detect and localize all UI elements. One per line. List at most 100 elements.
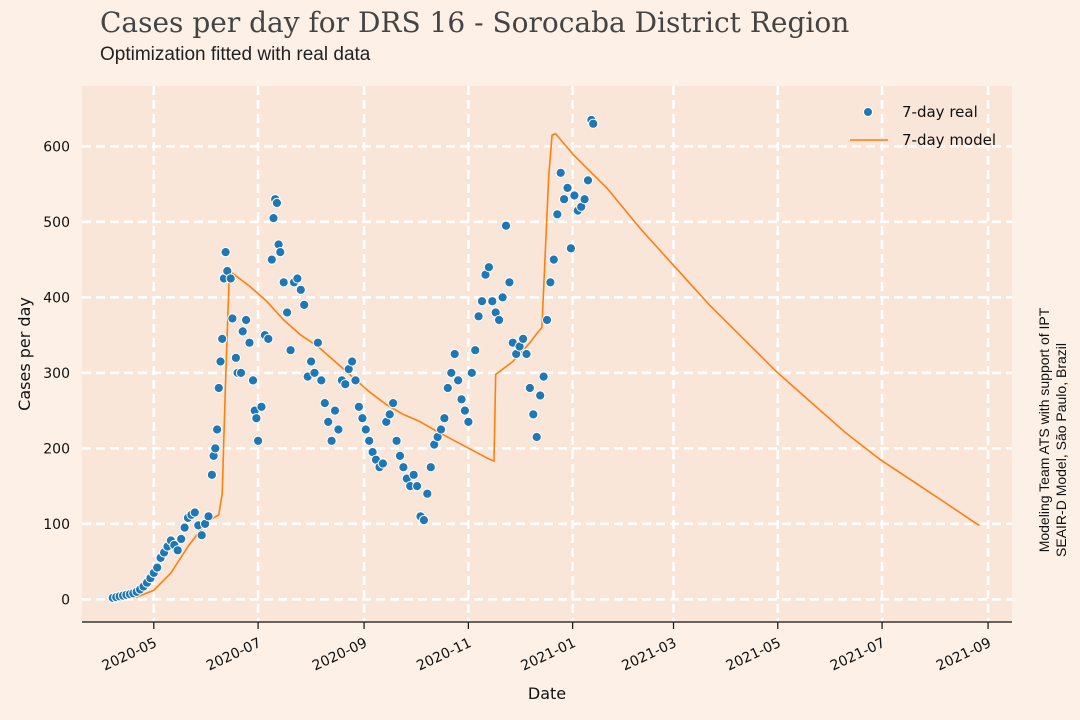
real-data-point bbox=[555, 167, 566, 178]
real-data-point bbox=[470, 345, 481, 356]
y-axis-label: Cases per day bbox=[15, 297, 34, 411]
x-axis-label: Date bbox=[528, 684, 566, 703]
real-data-point bbox=[292, 273, 303, 284]
real-data-point bbox=[312, 337, 323, 348]
real-data-point bbox=[326, 435, 337, 446]
real-data-point bbox=[227, 313, 238, 324]
real-data-point bbox=[524, 382, 536, 394]
real-data-point bbox=[384, 409, 395, 420]
real-data-point bbox=[244, 337, 255, 348]
real-data-point bbox=[408, 469, 419, 480]
real-data-point bbox=[476, 296, 488, 307]
real-data-point bbox=[256, 401, 267, 412]
credit-line-2: SEAIR-D Model, São Paulo, Brazil bbox=[1053, 343, 1069, 557]
legend-model-label: 7-day model bbox=[902, 131, 996, 149]
real-data-point bbox=[360, 424, 371, 435]
real-data-point bbox=[172, 545, 183, 556]
y-tick-label: 600 bbox=[43, 139, 70, 155]
real-data-point bbox=[487, 296, 498, 307]
real-data-point bbox=[203, 511, 214, 522]
real-data-point bbox=[340, 379, 351, 390]
real-data-point bbox=[538, 371, 549, 382]
real-data-point bbox=[446, 367, 457, 378]
real-data-point bbox=[176, 533, 187, 545]
real-data-point bbox=[483, 262, 494, 273]
real-data-point bbox=[357, 413, 368, 424]
real-points-layer bbox=[107, 114, 599, 603]
real-data-point bbox=[463, 416, 474, 427]
y-tick-label: 0 bbox=[61, 592, 70, 608]
real-data-point bbox=[152, 562, 163, 573]
real-data-point bbox=[588, 118, 599, 129]
real-data-point bbox=[241, 314, 252, 326]
real-data-point bbox=[535, 390, 546, 401]
y-tick-label: 200 bbox=[43, 441, 70, 457]
real-data-point bbox=[353, 401, 364, 412]
real-data-point bbox=[306, 356, 317, 367]
y-tick-label: 500 bbox=[43, 215, 70, 231]
real-data-point bbox=[206, 469, 217, 480]
real-data-point bbox=[569, 190, 580, 201]
y-tick-label: 400 bbox=[43, 290, 70, 306]
real-data-point bbox=[565, 243, 577, 254]
real-data-point bbox=[391, 435, 402, 446]
real-data-point bbox=[500, 220, 512, 231]
real-data-point bbox=[473, 311, 484, 322]
real-data-point bbox=[235, 367, 247, 378]
real-data-point bbox=[545, 277, 556, 288]
real-data-point bbox=[442, 382, 453, 394]
real-data-point bbox=[253, 435, 264, 446]
real-data-point bbox=[456, 394, 467, 405]
real-data-point bbox=[412, 481, 423, 492]
real-data-point bbox=[559, 194, 570, 205]
real-data-point bbox=[347, 356, 358, 367]
real-data-point bbox=[275, 247, 286, 258]
plot-area bbox=[82, 86, 1012, 622]
real-data-point bbox=[552, 209, 563, 220]
real-data-point bbox=[377, 458, 388, 469]
real-data-point bbox=[459, 405, 470, 416]
real-data-point bbox=[497, 292, 508, 303]
real-data-point bbox=[251, 413, 262, 424]
real-data-point bbox=[388, 398, 399, 409]
real-data-point bbox=[295, 284, 306, 295]
model-line bbox=[112, 132, 980, 601]
real-data-point bbox=[247, 375, 259, 386]
real-data-point bbox=[333, 424, 344, 435]
real-data-point bbox=[220, 247, 231, 258]
real-data-point bbox=[316, 375, 327, 386]
real-data-point bbox=[217, 333, 228, 344]
real-data-point bbox=[266, 254, 277, 265]
credit-line-1: Modeling Team ATS with support of IPT bbox=[1036, 307, 1052, 552]
real-data-point bbox=[418, 515, 429, 526]
real-data-point bbox=[541, 314, 553, 326]
real-data-point bbox=[179, 522, 190, 533]
real-data-point bbox=[323, 416, 334, 427]
real-data-point bbox=[285, 345, 296, 356]
real-data-point bbox=[582, 175, 594, 186]
legend: 7-day real 7-day model bbox=[850, 103, 996, 149]
real-data-point bbox=[212, 424, 223, 435]
real-data-point bbox=[268, 213, 279, 224]
real-data-point bbox=[196, 530, 207, 541]
real-data-point bbox=[521, 348, 532, 360]
real-data-point bbox=[319, 398, 330, 409]
real-data-point bbox=[435, 424, 447, 435]
model-line-layer bbox=[112, 132, 980, 601]
y-tick-label: 100 bbox=[43, 517, 70, 533]
real-data-point bbox=[278, 277, 289, 288]
real-data-point bbox=[518, 333, 529, 344]
real-data-point bbox=[282, 307, 293, 318]
real-data-point bbox=[329, 405, 341, 416]
real-data-point bbox=[453, 375, 464, 386]
real-data-point bbox=[439, 413, 450, 424]
real-data-point bbox=[466, 367, 477, 378]
chart-title: Cases per day for DRS 16 - Sorocaba Dist… bbox=[100, 6, 849, 39]
real-data-point bbox=[215, 356, 226, 367]
real-data-point bbox=[299, 299, 310, 310]
real-data-point bbox=[504, 277, 515, 288]
real-data-point bbox=[422, 488, 433, 499]
chart-subtitle: Optimization fitted with real data bbox=[100, 44, 371, 65]
real-data-point bbox=[210, 443, 221, 454]
